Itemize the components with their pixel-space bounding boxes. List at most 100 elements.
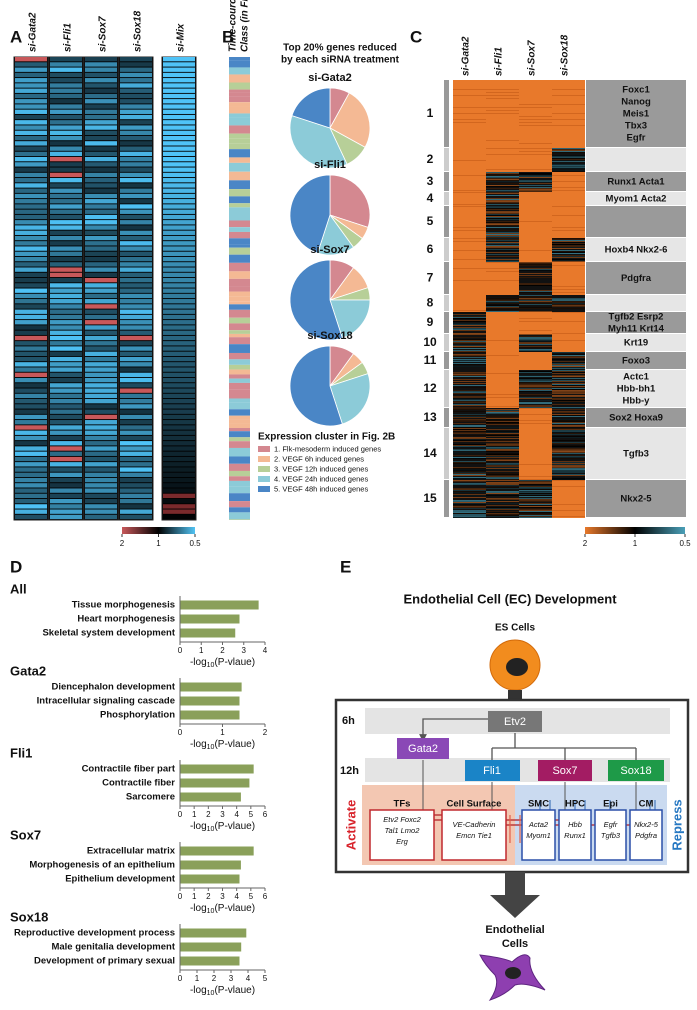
heatmap-cell [163, 488, 195, 493]
heatmap-row [552, 253, 585, 254]
cluster-label: 10 [423, 335, 437, 349]
heatmap-cell [15, 204, 47, 209]
timecourse-cell [229, 220, 250, 228]
heatmap-row [486, 175, 519, 176]
heatmap-row [486, 191, 519, 192]
heatmap-row [552, 165, 585, 166]
heatmap-cell [163, 362, 195, 367]
heatmap-row [552, 434, 585, 435]
heatmap-cell [163, 188, 195, 193]
timecourse-cell [229, 304, 250, 310]
heatmap-cell [163, 341, 195, 346]
target-box [521, 809, 556, 861]
heatmap-row [486, 462, 519, 463]
cluster-label: 3 [427, 174, 434, 188]
panel-title: Top 20% genes reduced [283, 43, 397, 54]
target-title: TFs [394, 799, 411, 810]
heatmap-row [486, 244, 519, 245]
heatmap-cell [85, 441, 117, 446]
heatmap-row [519, 476, 552, 477]
heatmap-row [453, 436, 486, 437]
heatmap-row [519, 281, 552, 282]
heatmap-row [453, 443, 486, 444]
heatmap-row [552, 425, 585, 426]
heatmap-row [519, 189, 552, 190]
target-title: CM [639, 799, 654, 810]
heatmap-row [453, 491, 486, 492]
heatmap-cell [50, 99, 82, 104]
heatmap-row [453, 447, 486, 448]
heatmap-row [519, 301, 552, 302]
heatmap-row [453, 317, 486, 318]
gene-label: Krt19 [624, 338, 648, 349]
heatmap-row [519, 293, 552, 294]
pie-slice [329, 373, 371, 425]
legend-swatch [258, 466, 270, 472]
heatmap-cell [50, 225, 82, 230]
heatmap-row [453, 442, 486, 443]
heatmap-cell [163, 256, 195, 262]
timecourse-cell [229, 82, 250, 90]
heatmap-row [552, 306, 585, 307]
heatmap-cell [50, 504, 82, 509]
heatmap-row [453, 513, 486, 514]
heatmap-row [552, 250, 585, 251]
heatmap-row [486, 487, 519, 488]
timecourse-cell [229, 419, 250, 424]
heatmap-cell [50, 367, 82, 372]
heatmap-row [486, 441, 519, 442]
heatmap-row [519, 191, 552, 192]
heatmap-row [453, 433, 486, 434]
heatmap-row [552, 428, 585, 429]
gene-label: Foxc1 [622, 85, 650, 96]
heatmap-row [519, 266, 552, 267]
column-header: si-Sox7 [98, 16, 109, 52]
heatmap-cell [50, 67, 82, 72]
heatmap-row [453, 467, 486, 468]
heatmap-row [519, 169, 552, 170]
panel-label: E [340, 557, 351, 576]
pie-title: si-Sox18 [307, 330, 352, 342]
heatmap-cell [120, 209, 152, 214]
pie-title: si-Fli1 [314, 159, 346, 171]
x-axis-label-part: (P-vlaue) [214, 985, 255, 996]
heatmap-row [552, 419, 585, 420]
heatmap-row [519, 347, 552, 348]
heatmap-row [486, 340, 519, 341]
heatmap-cell [120, 277, 152, 283]
heatmap-row [486, 204, 519, 205]
heatmap-row [519, 268, 552, 269]
x-tick-label: 1 [220, 728, 225, 737]
heatmap-row [453, 259, 486, 260]
timecourse-cell [229, 415, 250, 420]
heatmap-row [486, 432, 519, 433]
target-title: Cell Surface [447, 799, 502, 810]
colorbar-tick-label: 1 [156, 539, 161, 548]
heatmap-row [486, 493, 519, 494]
heatmap-row [486, 225, 519, 226]
heatmap-cell [85, 351, 117, 356]
heatmap-cell [50, 293, 82, 299]
heatmap-row [486, 495, 519, 496]
heatmap-cell [50, 83, 82, 88]
cluster-bar [444, 408, 449, 427]
heatmap-row [453, 360, 486, 361]
repress-label: Repress [669, 799, 684, 850]
heatmap-cell [120, 220, 152, 225]
heatmap-row [486, 510, 519, 511]
heatmap-row [552, 390, 585, 391]
heatmap-row [552, 244, 585, 245]
heatmap-row [552, 409, 585, 410]
heatmap-row [453, 468, 486, 469]
heatmap-row [486, 207, 519, 208]
heatmap-row [453, 498, 486, 499]
heatmap-cell [163, 156, 195, 162]
heatmap-cell [120, 351, 152, 356]
heatmap-cell [15, 477, 47, 483]
heatmap-cell [85, 320, 117, 325]
heatmap-row [486, 465, 519, 466]
heatmap-cell [120, 156, 152, 162]
heatmap-row [486, 467, 519, 468]
gene-label: Runx1 Acta1 [607, 177, 665, 188]
heatmap-row [552, 245, 585, 246]
